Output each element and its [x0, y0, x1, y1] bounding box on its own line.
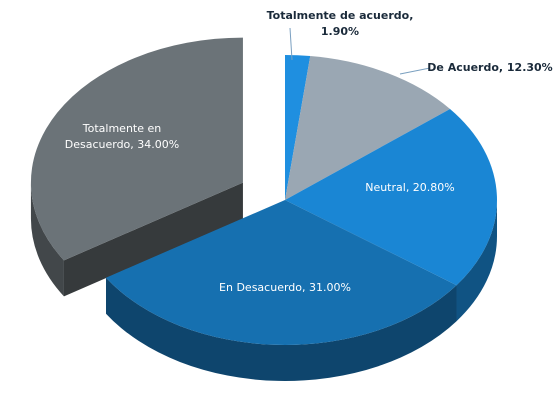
data-label: Neutral, 20.80% — [365, 181, 455, 195]
slice — [285, 108, 497, 286]
data-label: Totalmente en Desacuerdo, 34.00% — [64, 122, 180, 151]
leader-line — [399, 67, 431, 75]
slice-cut — [63, 182, 243, 297]
data-label: Totalmente de acuerdo, 1.90% — [266, 9, 414, 38]
slice — [30, 37, 243, 261]
slice — [285, 56, 451, 201]
data-label: De Acuerdo, 12.30% — [427, 61, 553, 75]
slice — [285, 55, 311, 200]
data-label: En Desacuerdo, 31.00% — [219, 281, 351, 295]
slice-side — [456, 200, 497, 322]
slice — [106, 200, 457, 345]
slice-side — [106, 277, 457, 381]
leader-line — [289, 27, 293, 61]
slice-side — [30, 182, 64, 297]
